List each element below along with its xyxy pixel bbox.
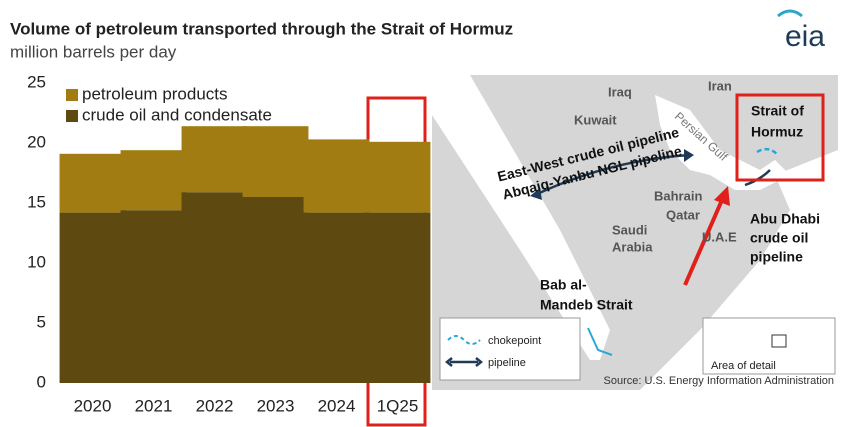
map-label: Strait of (751, 103, 804, 119)
map-label: Mandeb Strait (540, 297, 633, 313)
y-tick-label: 10 (27, 252, 46, 271)
bar-segment (59, 212, 126, 383)
chokepoint (587, 327, 613, 356)
legend-label: crude oil and condensate (82, 105, 272, 124)
map-legend (439, 317, 581, 381)
inset-box (771, 334, 787, 348)
bar-segment (120, 150, 187, 211)
map-label: Bab al- (540, 277, 587, 293)
bar-segment (364, 141, 431, 213)
logo-swoosh (777, 9, 803, 18)
map-label: Hormuz (751, 124, 803, 140)
y-tick-label: 5 (37, 312, 46, 331)
inset-label: Area of detail (711, 360, 776, 372)
map-label: Bahrain (654, 188, 702, 203)
bar-segment (120, 210, 187, 383)
map-label: Qatar (666, 207, 700, 222)
bar-segment (242, 197, 309, 383)
map-label: Iran (708, 78, 732, 93)
bar-segment (364, 212, 431, 383)
x-tick-label: 2022 (196, 396, 234, 415)
bar-segment (303, 212, 370, 383)
y-tick-label: 0 (37, 372, 46, 391)
red-sea (432, 75, 610, 360)
hormuz-highlight (735, 93, 825, 182)
bar-segment (303, 139, 370, 213)
map-label: Kuwait (574, 112, 617, 127)
x-tick-label: 2024 (318, 396, 356, 415)
legend-pipeline (444, 357, 484, 367)
legend-label: pipeline (488, 357, 526, 369)
map-label: U.A.E (702, 229, 737, 244)
x-tick-label: 2023 (257, 396, 295, 415)
map-label: Iraq (608, 84, 632, 99)
bar-segment (242, 126, 309, 197)
map-label: Abu Dhabi (750, 211, 820, 227)
x-tick-label: 2021 (135, 396, 173, 415)
y-tick-label: 20 (27, 132, 46, 151)
legend-chokepoint (447, 335, 481, 345)
x-tick-label: 1Q25 (377, 396, 419, 415)
map-label: Saudi (612, 222, 647, 237)
legend-label: petroleum products (82, 84, 228, 103)
bar-segment (181, 126, 248, 193)
pipeline (534, 153, 691, 197)
x-tick-label: 2020 (74, 396, 112, 415)
legend-label: chokepoint (488, 335, 541, 347)
legend-swatch (66, 89, 78, 101)
chart-title: Volume of petroleum transported through … (10, 19, 513, 38)
bar-segment (181, 192, 248, 383)
map-label: crude oil (750, 230, 808, 246)
highlight-arrow (683, 199, 724, 286)
source: Source: U.S. Energy Information Administ… (604, 375, 835, 387)
inset (702, 317, 836, 375)
bar-segment (59, 153, 126, 213)
highlight-arrow-head (714, 186, 730, 206)
persian-gulf (655, 95, 790, 190)
logo: eia (785, 20, 825, 53)
map-label: Arabia (612, 239, 653, 254)
chokepoint (756, 147, 779, 156)
y-tick-label: 15 (27, 192, 46, 211)
legend-swatch (66, 110, 78, 122)
y-tick-label: 25 (27, 72, 46, 91)
chart-subtitle: million barrels per day (10, 42, 177, 61)
map-label: pipeline (750, 249, 803, 265)
